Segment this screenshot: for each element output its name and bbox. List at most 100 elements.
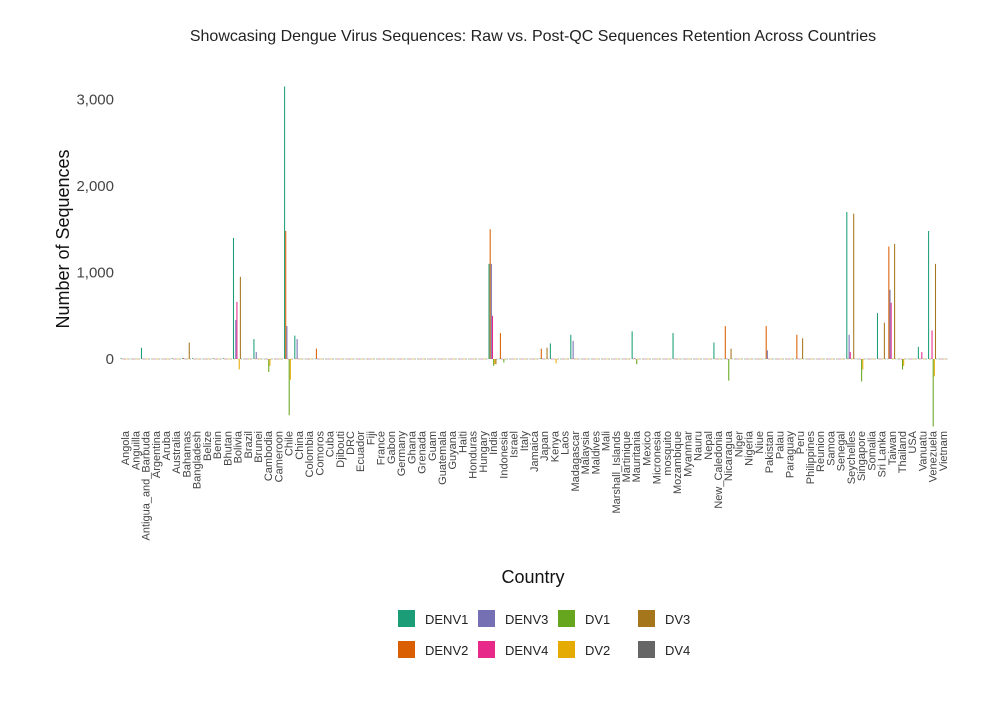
bar-denv1-guyana (447, 358, 449, 360)
x-tick-label: Myanmar (682, 431, 694, 477)
x-tick-label: China (294, 430, 306, 460)
bar-denv3-niue (756, 358, 758, 360)
bar-denv2-paraguay (786, 358, 788, 360)
bar-dv3-drc (352, 358, 354, 360)
bar-denv4-guam (430, 358, 432, 360)
bar-denv4-seychelles (849, 352, 851, 359)
bar-denv2-mauritania (632, 358, 634, 360)
bar-denv4-mali (604, 358, 606, 360)
x-tick-label: Paraguay (785, 431, 797, 479)
bar-dv3-argentina (158, 358, 160, 360)
bar-dv1-vanuatu (922, 358, 924, 360)
bar-dv2-vanuatu (923, 358, 925, 360)
bar-dv1-anguilla (135, 358, 137, 360)
bar-dv1-somalia (871, 358, 873, 360)
bar-dv4-bahamas (189, 358, 191, 360)
bar-dv1-australia (176, 358, 178, 360)
bar-dv1-haiti (462, 358, 464, 360)
bar-dv3-israel (515, 358, 517, 360)
bar-dv3-niger (740, 358, 742, 360)
bar-dv2-nauru (698, 358, 700, 360)
bar-dv4-belize (210, 358, 212, 360)
bar-dv3-martinique (628, 358, 630, 360)
bar-denv1-new-caledonia (713, 342, 715, 359)
x-tick-label: Peru (795, 431, 807, 454)
bar-denv1-seychelles (846, 211, 848, 359)
bar-dv4-angola (128, 358, 130, 360)
bar-dv3-grenada (423, 358, 425, 360)
bar-denv4-anguilla (134, 358, 136, 360)
bar-dv1-bahamas (186, 358, 188, 360)
bar-denv3-niger (736, 358, 738, 360)
x-tick-label: Brunei (253, 431, 265, 463)
x-tick-label: Niger (733, 431, 745, 458)
bar-dv2-seychelles (852, 358, 854, 360)
bar-denv1-peru (795, 358, 797, 360)
x-tick-label: Ecuador (355, 431, 367, 472)
bar-dv4-djibouti (343, 358, 345, 360)
bar-denv1-argentina (151, 358, 153, 360)
bar-dv3-cambodia (270, 358, 272, 360)
bar-dv3-vanuatu (924, 358, 926, 360)
bar-dv2-china (300, 358, 302, 360)
bar-dv2-taiwan (892, 358, 894, 360)
bar-dv2-comoros (320, 358, 322, 360)
bar-dv2-thailand (903, 359, 905, 366)
bar-dv2-fiji (371, 358, 373, 360)
bar-dv1-senegal (840, 358, 842, 360)
bar-denv2-senegal (837, 358, 839, 360)
bar-dv4-cameroon (281, 358, 283, 360)
bar-dv1-ecuador (360, 358, 362, 360)
bar-denv2-ghana (407, 358, 409, 360)
bar-dv3-guam (434, 358, 436, 360)
bar-denv3-benin (214, 358, 216, 360)
x-tick-label: Vanuatu (917, 431, 929, 471)
bar-dv4-kenya (557, 358, 559, 360)
bar-dv2-colombia (310, 358, 312, 360)
x-axis-ticks: AngolaAnguillaAntigua_and_BarbudaArgenti… (120, 430, 950, 540)
bar-denv3-nauru (695, 358, 697, 360)
x-tick-label: Brazil (243, 431, 255, 459)
bar-denv3-fiji (368, 358, 370, 360)
x-tick-label: Italy (519, 431, 531, 452)
bar-dv3-samoa (832, 358, 834, 360)
bar-denv4-micronesia (655, 358, 657, 360)
bar-denv2-niger (734, 358, 737, 360)
legend-swatch (398, 641, 415, 658)
bar-denv2-malaysia (581, 358, 583, 360)
bar-denv1-aruba (161, 358, 163, 360)
bar-denv2-india (489, 229, 491, 359)
bar-denv1-mexico (641, 358, 643, 360)
bar-denv2-brazil (244, 358, 246, 360)
bar-dv2-australia (177, 358, 179, 360)
bar-denv4-indonesia (502, 358, 504, 360)
x-tick-label: Guam (427, 431, 439, 461)
x-tick-label: Madagascar (570, 431, 582, 492)
bar-dv1-thailand (902, 359, 904, 370)
bar-denv1-ecuador (355, 358, 357, 360)
bar-denv2-aruba (162, 358, 164, 360)
bar-dv4-senegal (844, 358, 846, 360)
bar-denv2-china (295, 358, 297, 360)
bar-dv3-micronesia (658, 358, 661, 360)
bar-denv3-cambodia (265, 358, 267, 360)
bar-denv4-bahamas (185, 358, 187, 360)
bar-dv1-guyana (452, 358, 454, 360)
bar-dv2-haiti (463, 358, 465, 360)
bar-dv4-argentina (159, 358, 161, 360)
legend-item-denv1: DENV1 (398, 610, 468, 627)
bar-denv4-pakistan (767, 358, 770, 360)
bar-denv4-germany (399, 358, 402, 360)
bar-dv1-benin (217, 358, 219, 360)
bar-denv4-djibouti (338, 358, 340, 360)
bar-dv4-gabon (394, 358, 396, 360)
x-tick-label: Argentina (151, 430, 163, 478)
y-axis-label: Number of Sequences (53, 149, 73, 328)
bar-denv4-kenya (553, 358, 555, 360)
bar-denv2-hungary (479, 358, 481, 360)
bar-denv1-martinique (621, 358, 623, 360)
bar-denv3-new-caledonia (715, 358, 717, 360)
bar-dv4-grenada (425, 358, 427, 360)
bar-denv2-guam (428, 358, 430, 360)
x-tick-label: Senegal (836, 431, 848, 471)
